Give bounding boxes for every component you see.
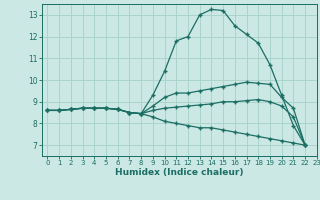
X-axis label: Humidex (Indice chaleur): Humidex (Indice chaleur)	[115, 168, 244, 177]
